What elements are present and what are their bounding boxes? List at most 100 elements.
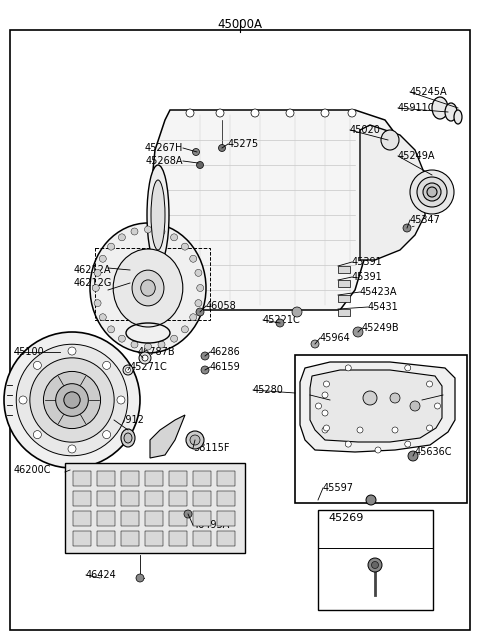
Ellipse shape	[147, 165, 169, 265]
Bar	[145, 531, 163, 546]
Circle shape	[125, 368, 131, 372]
Text: 45431: 45431	[368, 302, 399, 312]
Bar	[193, 471, 211, 486]
Circle shape	[201, 352, 209, 360]
Circle shape	[405, 365, 411, 371]
Circle shape	[434, 403, 441, 409]
Text: 45391: 45391	[352, 272, 383, 282]
Circle shape	[119, 335, 125, 342]
Circle shape	[196, 308, 204, 316]
Circle shape	[19, 396, 27, 404]
Circle shape	[324, 425, 329, 431]
Bar	[217, 531, 235, 546]
Circle shape	[68, 445, 76, 453]
Circle shape	[195, 300, 202, 307]
Text: 45000A: 45000A	[217, 18, 263, 31]
Bar	[97, 531, 115, 546]
Text: 46286: 46286	[210, 347, 241, 357]
Bar	[193, 531, 211, 546]
Circle shape	[158, 228, 165, 235]
Ellipse shape	[381, 130, 399, 150]
Circle shape	[410, 170, 454, 214]
Circle shape	[322, 427, 328, 433]
Text: 45347: 45347	[410, 215, 441, 225]
Bar	[121, 511, 139, 526]
Bar	[193, 511, 211, 526]
Circle shape	[345, 365, 351, 371]
Circle shape	[353, 327, 363, 337]
Circle shape	[108, 326, 115, 333]
Circle shape	[218, 145, 226, 152]
Circle shape	[99, 314, 106, 321]
Bar	[338, 266, 350, 273]
Circle shape	[311, 340, 319, 348]
Circle shape	[144, 226, 152, 233]
Circle shape	[321, 109, 329, 117]
Circle shape	[108, 243, 115, 250]
Circle shape	[119, 234, 125, 241]
Ellipse shape	[432, 97, 448, 119]
Text: 46058: 46058	[206, 301, 237, 311]
Text: 45245A: 45245A	[410, 87, 448, 97]
Text: 45288: 45288	[330, 395, 361, 405]
Ellipse shape	[151, 180, 165, 250]
Text: 45912: 45912	[114, 415, 145, 425]
Circle shape	[408, 451, 418, 461]
Circle shape	[417, 177, 447, 207]
Circle shape	[375, 447, 381, 453]
Circle shape	[170, 335, 178, 342]
Circle shape	[368, 558, 382, 572]
Text: 45597: 45597	[323, 483, 354, 493]
Bar	[193, 491, 211, 506]
Circle shape	[103, 431, 110, 439]
Circle shape	[34, 431, 41, 439]
Circle shape	[201, 366, 209, 374]
Circle shape	[195, 269, 202, 276]
Text: 45100: 45100	[14, 347, 45, 357]
Bar	[73, 491, 91, 506]
Circle shape	[139, 352, 151, 364]
Circle shape	[423, 183, 441, 201]
Circle shape	[92, 284, 99, 291]
Ellipse shape	[113, 249, 183, 327]
Ellipse shape	[445, 103, 457, 121]
Circle shape	[170, 234, 178, 241]
Circle shape	[366, 495, 376, 505]
Bar	[169, 511, 187, 526]
Bar	[169, 531, 187, 546]
Bar	[65, 463, 245, 553]
Bar	[145, 511, 163, 526]
Circle shape	[190, 255, 197, 262]
Circle shape	[186, 109, 194, 117]
Circle shape	[427, 187, 437, 197]
Bar	[169, 491, 187, 506]
Bar	[121, 471, 139, 486]
Text: 45636C: 45636C	[415, 447, 453, 457]
Text: 45275: 45275	[228, 139, 259, 149]
Ellipse shape	[132, 270, 164, 306]
Circle shape	[56, 384, 88, 416]
Text: 45391: 45391	[352, 257, 383, 267]
Circle shape	[345, 441, 351, 447]
Ellipse shape	[121, 429, 135, 447]
Circle shape	[322, 392, 328, 398]
Text: 45268A: 45268A	[145, 156, 183, 166]
Text: 58115F: 58115F	[193, 443, 229, 453]
Circle shape	[181, 326, 189, 333]
Circle shape	[103, 361, 110, 369]
Circle shape	[136, 574, 144, 582]
Text: 45911C: 45911C	[398, 103, 435, 113]
Bar	[145, 471, 163, 486]
Bar	[217, 471, 235, 486]
Bar	[121, 491, 139, 506]
Text: 45221C: 45221C	[263, 315, 301, 325]
Circle shape	[181, 243, 189, 250]
Circle shape	[190, 314, 197, 321]
Circle shape	[196, 161, 204, 168]
Circle shape	[94, 269, 101, 276]
Circle shape	[131, 341, 138, 348]
Circle shape	[363, 391, 377, 405]
Bar	[338, 295, 350, 302]
Ellipse shape	[90, 223, 206, 353]
Text: 46200C: 46200C	[14, 465, 51, 475]
